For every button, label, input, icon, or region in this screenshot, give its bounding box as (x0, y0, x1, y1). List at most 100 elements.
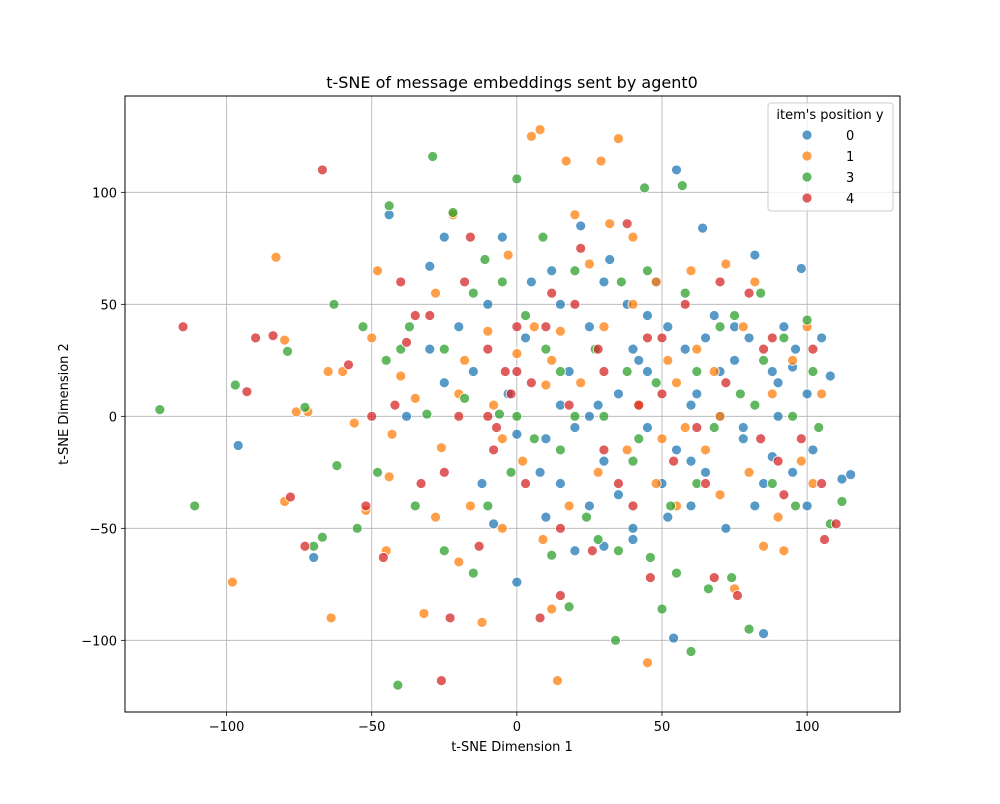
x-tick-label: 0 (513, 720, 521, 735)
data-point (627, 534, 639, 545)
data-point (511, 428, 523, 440)
data-point (520, 332, 531, 344)
data-point (610, 634, 621, 646)
data-point (836, 496, 848, 507)
data-point (662, 321, 674, 333)
data-point (511, 410, 523, 422)
data-point (656, 388, 668, 400)
data-point (613, 388, 624, 400)
data-point (459, 392, 471, 404)
data-point (737, 433, 749, 445)
data-point (554, 298, 566, 310)
data-point (229, 379, 241, 391)
data-point (285, 491, 296, 503)
data-point (502, 249, 514, 261)
axis-ticks: −100 −50 0 50 100 −100 −50 0 50 100 (81, 186, 819, 735)
data-point (409, 500, 421, 512)
data-point (650, 276, 662, 288)
data-point (540, 321, 552, 333)
data-point (720, 522, 732, 534)
legend-marker (801, 129, 813, 141)
data-point (383, 200, 395, 212)
data-point (177, 321, 189, 333)
data-point (671, 164, 682, 176)
data-point (299, 401, 311, 413)
data-point (520, 310, 531, 321)
data-point (691, 343, 703, 355)
data-point (372, 265, 383, 277)
data-point (525, 377, 537, 389)
data-point (438, 343, 450, 355)
data-point (604, 218, 616, 230)
legend-label: 0 (846, 129, 854, 144)
data-point (232, 440, 244, 451)
data-point (290, 406, 302, 418)
data-point (679, 343, 691, 355)
data-point (598, 321, 610, 333)
data-point (685, 500, 697, 512)
data-point (598, 444, 610, 456)
data-point (758, 540, 769, 552)
y-tick-label: −50 (90, 522, 117, 537)
data-point (575, 377, 587, 389)
data-point (772, 377, 784, 389)
data-point (453, 556, 465, 568)
data-point (511, 321, 523, 333)
legend: item's position y 0 1 3 4 (767, 102, 894, 212)
data-point (656, 603, 668, 615)
data-point (316, 531, 328, 543)
data-point (795, 433, 807, 445)
data-point (496, 231, 508, 243)
data-point (816, 478, 828, 489)
series-4 (177, 164, 842, 687)
data-point (360, 500, 372, 512)
data-point (671, 377, 682, 389)
data-point (511, 576, 523, 588)
data-point (598, 455, 610, 467)
data-point (644, 552, 656, 563)
data-point (575, 220, 587, 232)
data-point (563, 601, 575, 613)
legend-title: item's position y (776, 108, 883, 123)
data-point (671, 444, 682, 456)
data-point (540, 433, 552, 445)
data-point (465, 231, 476, 243)
data-point (581, 511, 592, 523)
data-point (691, 422, 703, 433)
data-point (586, 545, 598, 557)
data-points (154, 124, 857, 691)
data-point (540, 379, 552, 391)
data-point (421, 408, 433, 420)
data-point (517, 455, 529, 467)
legend-label: 3 (846, 171, 854, 186)
data-point (505, 466, 517, 478)
data-point (621, 366, 633, 377)
data-point (525, 130, 537, 142)
data-point (627, 298, 639, 310)
data-point (435, 442, 447, 454)
data-point (540, 343, 552, 355)
data-point (401, 410, 412, 422)
data-point (267, 330, 279, 342)
data-point (668, 632, 679, 644)
data-point (697, 222, 709, 234)
data-point (488, 399, 500, 411)
x-axis-label: t-SNE Dimension 1 (451, 740, 573, 755)
data-point (404, 321, 415, 333)
data-point (540, 511, 552, 523)
data-point (383, 209, 395, 221)
data-point (749, 276, 761, 288)
data-point (627, 522, 639, 534)
data-point (813, 422, 825, 433)
data-point (546, 549, 558, 561)
data-point (665, 500, 677, 512)
data-point (554, 478, 566, 489)
data-point (528, 433, 540, 445)
data-point (787, 410, 799, 422)
data-point (627, 231, 639, 243)
data-point (424, 310, 436, 321)
data-point (613, 478, 624, 489)
data-point (241, 386, 253, 398)
x-tick-label: 50 (654, 720, 671, 735)
data-point (732, 590, 743, 601)
